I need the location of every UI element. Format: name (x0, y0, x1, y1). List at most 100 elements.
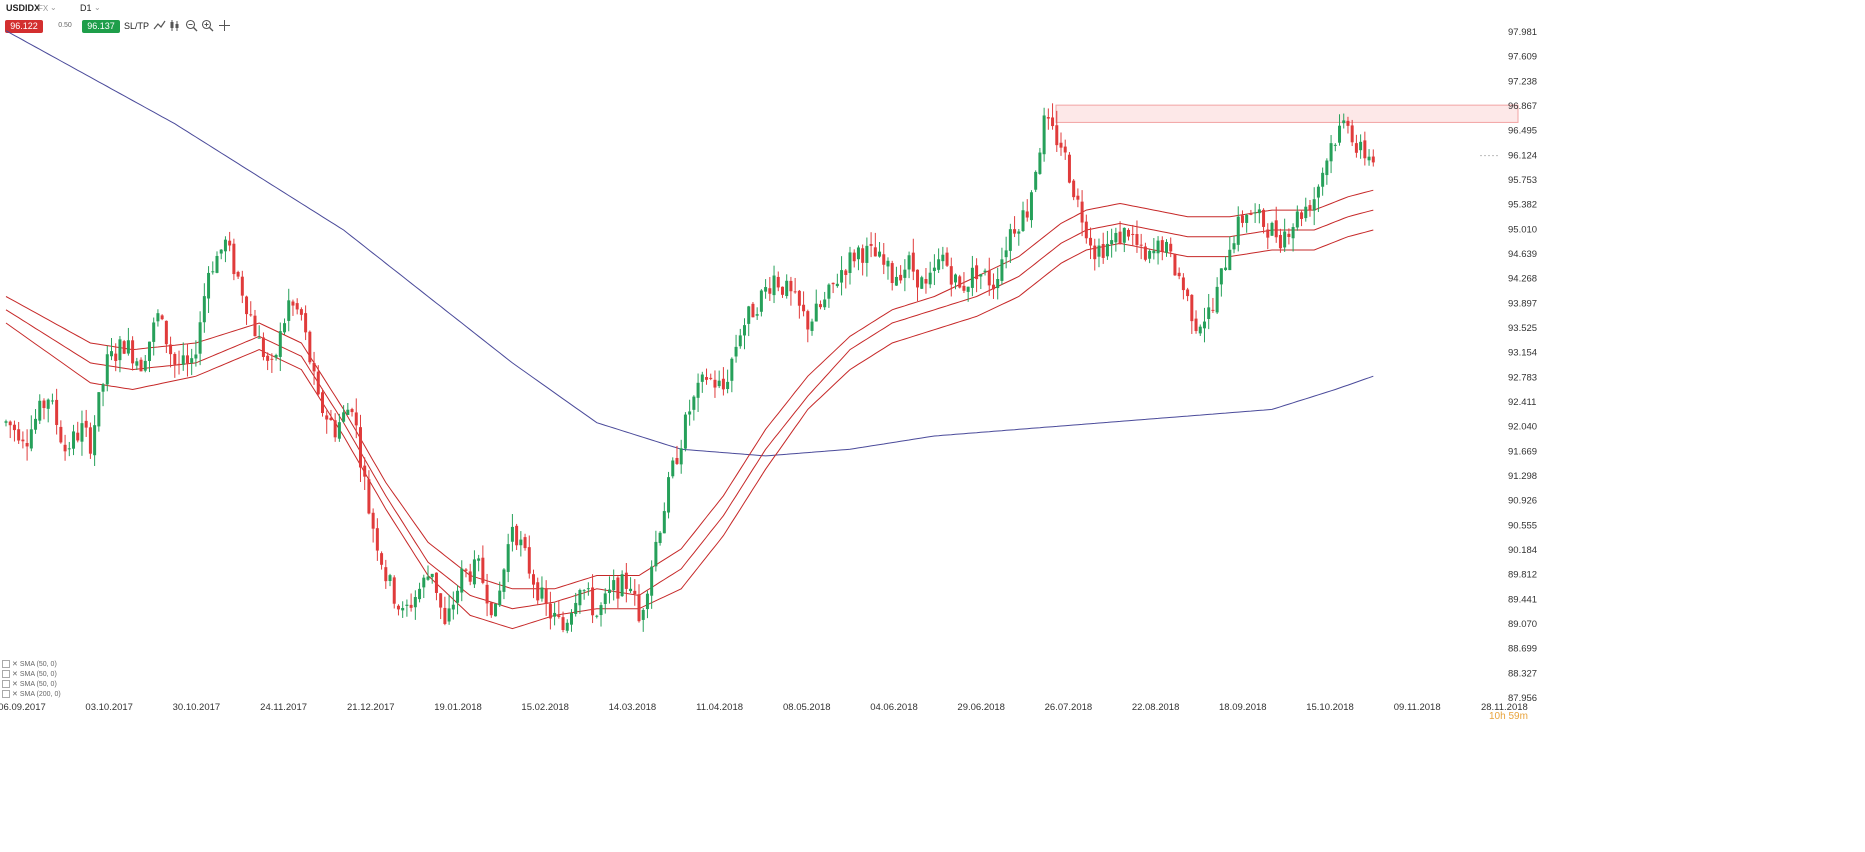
candle (1207, 293, 1211, 330)
candle (207, 266, 211, 313)
y-axis-label: 91.669 (1508, 446, 1537, 457)
candle (789, 276, 793, 306)
candle-body (1257, 209, 1261, 214)
candle (958, 274, 962, 289)
resistance-zone[interactable] (1055, 104, 1519, 123)
candle-body (1367, 156, 1371, 161)
candle (1342, 113, 1346, 129)
candle-body (240, 276, 244, 296)
candle-body (831, 282, 835, 285)
candle-body (396, 605, 400, 610)
candle (42, 398, 46, 420)
sma200-line (5, 30, 1374, 457)
line-chart-icon[interactable] (153, 19, 166, 32)
candle-body (882, 254, 886, 265)
y-axis-label: 96.867 (1508, 101, 1537, 112)
candle (55, 388, 59, 435)
candle-body (443, 607, 447, 624)
candle-body (1029, 192, 1033, 221)
candle (607, 576, 611, 604)
candle-body (903, 269, 907, 278)
candle (785, 274, 789, 299)
candle (283, 318, 287, 335)
x-axis-label: 30.10.2017 (173, 702, 221, 713)
legend-item[interactable]: ✕ SMA (200, 0) (2, 690, 61, 700)
candle-body (401, 607, 405, 611)
candle (519, 531, 523, 557)
legend-item[interactable]: ✕ SMA (50, 0) (2, 670, 61, 680)
candle-body (586, 588, 590, 590)
candle (932, 254, 936, 286)
candle-body (122, 341, 126, 354)
candle-body (118, 339, 122, 361)
candle (494, 603, 498, 617)
candle-body (1346, 120, 1350, 126)
candle-body (743, 325, 746, 336)
timeframe-selector[interactable]: D1 (80, 3, 92, 13)
candle-body (945, 252, 949, 266)
candle (1101, 232, 1105, 264)
sell-price-button[interactable]: 96.122 (5, 20, 43, 33)
symbol-dropdown-icon[interactable]: ⌄ (50, 3, 57, 12)
candle-body (840, 270, 844, 283)
candle-body (696, 382, 700, 398)
candle-body (764, 287, 768, 292)
candle (392, 575, 396, 609)
candle-body (1059, 142, 1063, 148)
candle (1034, 170, 1038, 193)
candle (1287, 228, 1291, 245)
candle-body (434, 572, 438, 593)
legend-item[interactable]: ✕ SMA (50, 0) (2, 660, 61, 670)
candle-body (1236, 216, 1240, 245)
sma50-lower-line (5, 229, 1374, 630)
candle-body (1034, 171, 1038, 190)
candle (1198, 324, 1202, 336)
candle-body (1160, 240, 1164, 252)
candle-body (1350, 125, 1354, 143)
sma50-upper-line (5, 189, 1374, 590)
candle-body (358, 427, 362, 468)
sltp-button[interactable]: SL/TP (124, 21, 150, 31)
candle (1224, 256, 1228, 271)
candle (1131, 224, 1135, 246)
candles-icon[interactable] (169, 19, 182, 32)
crosshair-icon[interactable] (218, 19, 231, 32)
candle-body (202, 296, 206, 323)
candle-body (316, 371, 320, 395)
candle-body (1152, 250, 1156, 254)
candle (793, 277, 797, 294)
candle-body (502, 569, 506, 592)
y-axis-label: 93.525 (1508, 323, 1537, 334)
legend-item[interactable]: ✕ SMA (50, 0) (2, 680, 61, 690)
zoom-in-icon[interactable] (201, 19, 214, 32)
candle (312, 351, 316, 385)
candle (1097, 238, 1101, 268)
buy-price-button[interactable]: 96.137 (82, 20, 120, 33)
candle (987, 257, 991, 296)
symbol-selector[interactable]: USDIDX (6, 3, 41, 13)
candle-body (1228, 249, 1232, 271)
candle (671, 457, 675, 479)
candle (1257, 203, 1261, 224)
candle-body (346, 409, 350, 415)
candle (1262, 208, 1266, 234)
candle (1025, 199, 1029, 222)
candle (1067, 152, 1071, 184)
candle-body (1224, 267, 1228, 270)
candle (304, 305, 308, 341)
candle (464, 568, 468, 578)
zoom-out-icon[interactable] (185, 19, 198, 32)
candle (215, 251, 219, 274)
candle-body (1063, 146, 1067, 153)
candle-body (920, 277, 924, 289)
candle (1354, 134, 1358, 158)
candle-body (464, 569, 468, 571)
candle (1249, 209, 1253, 216)
candle-body (1093, 245, 1097, 260)
candle-body (1143, 246, 1147, 260)
timeframe-dropdown-icon[interactable]: ⌄ (94, 3, 101, 12)
candle (169, 336, 173, 368)
candle-body (451, 604, 455, 610)
candle (1232, 235, 1236, 254)
